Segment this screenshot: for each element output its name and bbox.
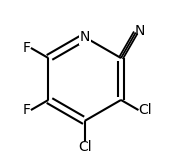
Text: Cl: Cl — [138, 103, 152, 117]
Text: N: N — [135, 24, 145, 38]
Text: N: N — [80, 30, 90, 44]
Text: F: F — [23, 103, 31, 117]
Text: F: F — [23, 41, 31, 55]
Text: Cl: Cl — [78, 140, 92, 154]
